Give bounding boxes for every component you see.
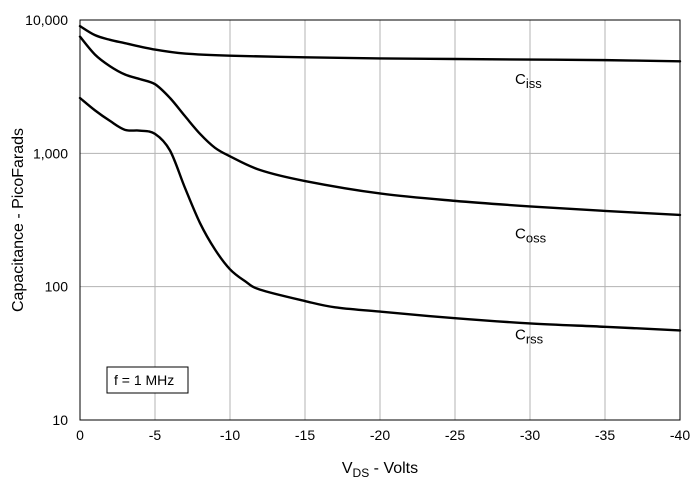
- x-tick-label: -15: [295, 427, 315, 443]
- x-tick-label: -25: [445, 427, 465, 443]
- x-axis-label: VDS - Volts: [342, 460, 418, 480]
- series-label-sub: iss: [526, 76, 542, 91]
- frequency-annotation: f = 1 MHz: [106, 366, 189, 394]
- frequency-annotation-text: f = 1 MHz: [114, 372, 174, 388]
- series-label-main: C: [515, 327, 526, 344]
- grid-lines: [79, 19, 681, 421]
- series-line-oss: [78, 35, 682, 217]
- series-label-sub: oss: [526, 230, 547, 245]
- y-tick-labels: 10 100 1,000 10,000: [25, 12, 68, 428]
- series-line-rss: [78, 96, 682, 332]
- frequency-annotation-box: [106, 366, 189, 394]
- x-axis-label-main: V: [342, 460, 353, 477]
- series-label-main: C: [515, 71, 526, 88]
- x-axis-label-sub: DS: [353, 466, 370, 480]
- series-label-oss: Coss: [515, 225, 547, 245]
- series-label-rss: Crss: [515, 327, 544, 347]
- plot-frame: [79, 19, 681, 421]
- series-label-main: C: [515, 225, 526, 242]
- y-tick-label: 100: [45, 279, 69, 295]
- x-tick-label: -5: [149, 427, 162, 443]
- x-tick-label: -30: [520, 427, 540, 443]
- x-tick-label: 0: [76, 427, 84, 443]
- y-tick-label: 1,000: [33, 145, 68, 161]
- y-tick-label: 10: [52, 412, 68, 428]
- x-tick-label: -40: [670, 427, 690, 443]
- series-label-iss: Ciss: [515, 71, 542, 91]
- x-tick-labels: 0 -5 -10 -15 -20 -25 -30 -35 -40: [76, 427, 690, 443]
- x-axis-label-rest: - Volts: [369, 460, 418, 477]
- y-tick-label: 10,000: [25, 12, 68, 28]
- x-tick-label: -35: [595, 427, 615, 443]
- series-label-sub: rss: [526, 332, 544, 347]
- x-tick-label: -10: [220, 427, 240, 443]
- series-lines: [78, 24, 682, 332]
- series-line-iss: [78, 24, 682, 63]
- x-tick-label: -20: [370, 427, 390, 443]
- y-axis-label: Capacitance - PicoFarads: [10, 128, 27, 312]
